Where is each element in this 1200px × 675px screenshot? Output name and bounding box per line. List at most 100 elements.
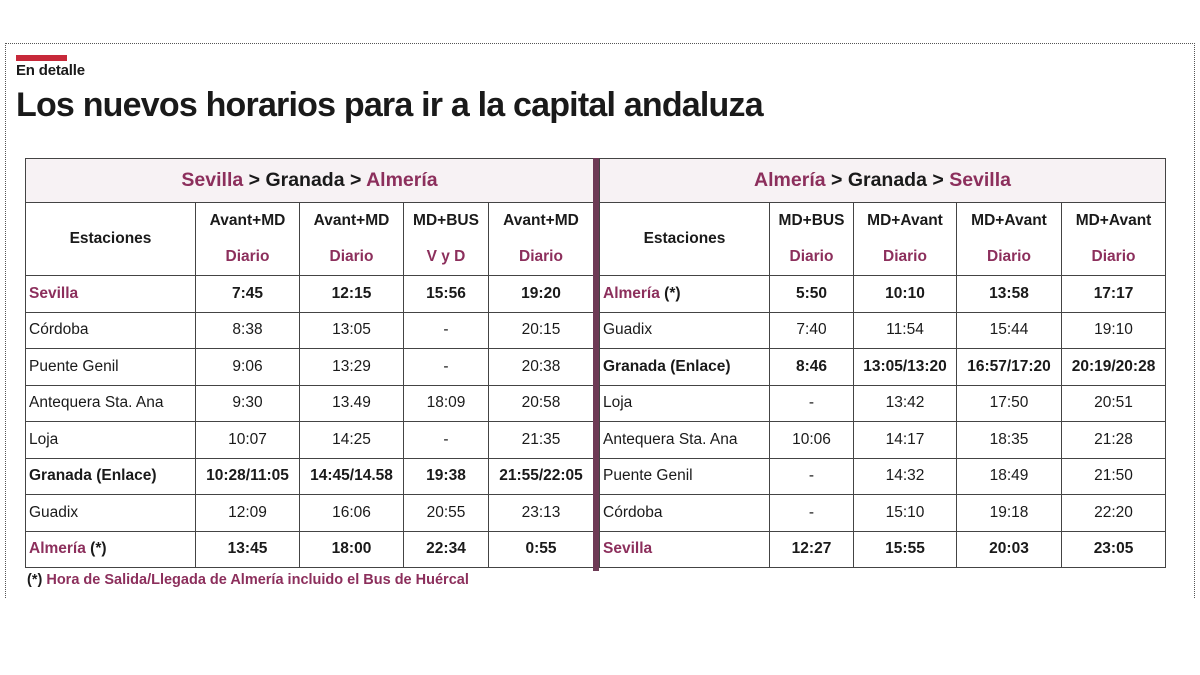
- time-cell: 9:06: [195, 348, 300, 386]
- time-cell: 14:25: [299, 421, 404, 459]
- time-cell: -: [403, 348, 489, 386]
- service-type: Avant+MD: [209, 212, 286, 229]
- time-cell: -: [403, 421, 489, 459]
- station-name-cell: Antequera Sta. Ana: [599, 421, 770, 459]
- station-name: Sevilla: [603, 540, 653, 558]
- page-title: Los nuevos horarios para ir a la capital…: [16, 86, 764, 124]
- time-cell: 15:56: [403, 275, 489, 313]
- station-name: Córdoba: [29, 321, 89, 339]
- time-cell: 21:55/22:05: [487, 457, 595, 495]
- time-cell: -: [769, 457, 854, 495]
- table-row: Antequera Sta. Ana 9:30 13.49 18:09 20:58: [25, 384, 595, 422]
- time-cell: 13:42: [853, 384, 957, 422]
- time-cell: 13:58: [956, 275, 1062, 313]
- station-name: Almería: [603, 284, 660, 302]
- service-type: MD+BUS: [413, 212, 479, 229]
- station-name-cell: Córdoba: [599, 494, 770, 532]
- time-cell: 20:55: [403, 494, 489, 532]
- service-header: MD+Avant Diario: [1060, 202, 1167, 276]
- service-header: Avant+MD Diario: [487, 202, 595, 276]
- time-cell: 13.49: [299, 384, 404, 422]
- time-cell: 20:38: [487, 348, 595, 386]
- station-column-header: Estaciones: [599, 202, 770, 276]
- station-name-cell: Guadix: [25, 494, 196, 532]
- time-cell: -: [769, 494, 854, 532]
- station-name-cell: Loja: [25, 421, 196, 459]
- service-header: MD+Avant Diario: [853, 202, 957, 276]
- time-cell: 20:51: [1060, 384, 1167, 422]
- time-cell: 7:40: [769, 311, 854, 349]
- time-cell: 21:28: [1060, 421, 1167, 459]
- time-cell: 18:35: [956, 421, 1062, 459]
- station-name-cell: Almería (*): [25, 530, 196, 568]
- service-type: MD+Avant: [867, 212, 943, 229]
- time-cell: 14:32: [853, 457, 957, 495]
- time-cell: 16:06: [299, 494, 404, 532]
- station-name: Guadix: [603, 321, 653, 339]
- table-row: Antequera Sta. Ana 10:06 14:17 18:35 21:28: [599, 421, 1167, 459]
- time-cell: 8:46: [769, 348, 854, 386]
- time-cell: 10:10: [853, 275, 957, 313]
- service-type: MD+BUS: [778, 212, 845, 229]
- time-cell: 12:15: [299, 275, 404, 313]
- station-column-header: Estaciones: [25, 202, 196, 276]
- time-cell: 22:20: [1060, 494, 1167, 532]
- station-name: Granada (Enlace): [603, 357, 731, 375]
- table-row: Puente Genil -14:32 18:49 21:50: [599, 457, 1167, 495]
- time-cell: 12:27: [769, 530, 854, 568]
- time-cell: 23:05: [1060, 530, 1167, 568]
- time-cell: 8:38: [195, 311, 300, 349]
- service-header: Avant+MD Diario: [299, 202, 404, 276]
- footnote-text: Hora de Salida/Llegada de Almería inclui…: [42, 572, 469, 588]
- station-name: Guadix: [29, 503, 79, 521]
- time-cell: 20:03: [956, 530, 1062, 568]
- service-header: MD+BUS Diario: [769, 202, 854, 276]
- service-type: Avant+MD: [503, 212, 579, 229]
- time-cell: 15:44: [956, 311, 1062, 349]
- article-frame: [5, 43, 1195, 598]
- table-row: Córdoba -15:10 19:18 22:20: [599, 494, 1167, 532]
- station-name: Puente Genil: [603, 467, 693, 485]
- time-cell: -: [769, 384, 854, 422]
- service-frequency: Diario: [883, 248, 927, 265]
- station-name-cell: Sevilla: [25, 275, 196, 313]
- station-name-cell: Sevilla: [599, 530, 770, 568]
- station-name-cell: Granada (Enlace): [599, 348, 770, 386]
- service-frequency: Diario: [987, 248, 1031, 265]
- time-cell: 17:50: [956, 384, 1062, 422]
- time-cell: 19:20: [487, 275, 595, 313]
- station-name: Loja: [603, 394, 633, 412]
- service-frequency: V y D: [426, 248, 466, 265]
- station-name: Antequera Sta. Ana: [29, 394, 164, 412]
- time-cell: 19:38: [403, 457, 489, 495]
- time-cell: 10:06: [769, 421, 854, 459]
- table-row: Guadix 7:40 11:54 15:44 19:10: [599, 311, 1167, 349]
- time-cell: 13:45: [195, 530, 300, 568]
- service-type: MD+Avant: [1075, 212, 1152, 229]
- station-name: Antequera Sta. Ana: [603, 430, 738, 448]
- table-row: Granada (Enlace) 8:46 13:05/13:20 16:57/17:…: [599, 348, 1167, 386]
- table-divider: [593, 158, 599, 571]
- station-name-cell: Guadix: [599, 311, 770, 349]
- route-separator: >: [344, 169, 367, 191]
- time-cell: 10:28/11:05: [195, 457, 300, 495]
- service-frequency: Diario: [1091, 248, 1136, 265]
- time-cell: 20:15: [487, 311, 595, 349]
- station-name: Sevilla: [29, 284, 79, 302]
- time-cell: 7:45: [195, 275, 300, 313]
- route-destination: Sevilla: [949, 169, 1011, 191]
- route-separator: >: [825, 169, 848, 191]
- station-name: Loja: [29, 430, 59, 448]
- table-row: Córdoba 8:38 13:05-20:15: [25, 311, 595, 349]
- route-header: Almería > Granada > Sevilla: [598, 158, 1167, 203]
- time-cell: 17:17: [1060, 275, 1167, 313]
- time-cell: 18:00: [299, 530, 404, 568]
- section-kicker: En detalle: [16, 62, 85, 79]
- station-name-cell: Granada (Enlace): [25, 457, 196, 495]
- station-name-cell: Puente Genil: [599, 457, 770, 495]
- service-frequency: Diario: [789, 248, 834, 265]
- table-row: Almería (*) 13:45 18:00 22:34 0:55: [25, 530, 595, 568]
- footnote-mark: (*): [27, 572, 43, 588]
- time-cell: 21:35: [487, 421, 595, 459]
- table-row: Loja -13:42 17:50 20:51: [599, 384, 1167, 422]
